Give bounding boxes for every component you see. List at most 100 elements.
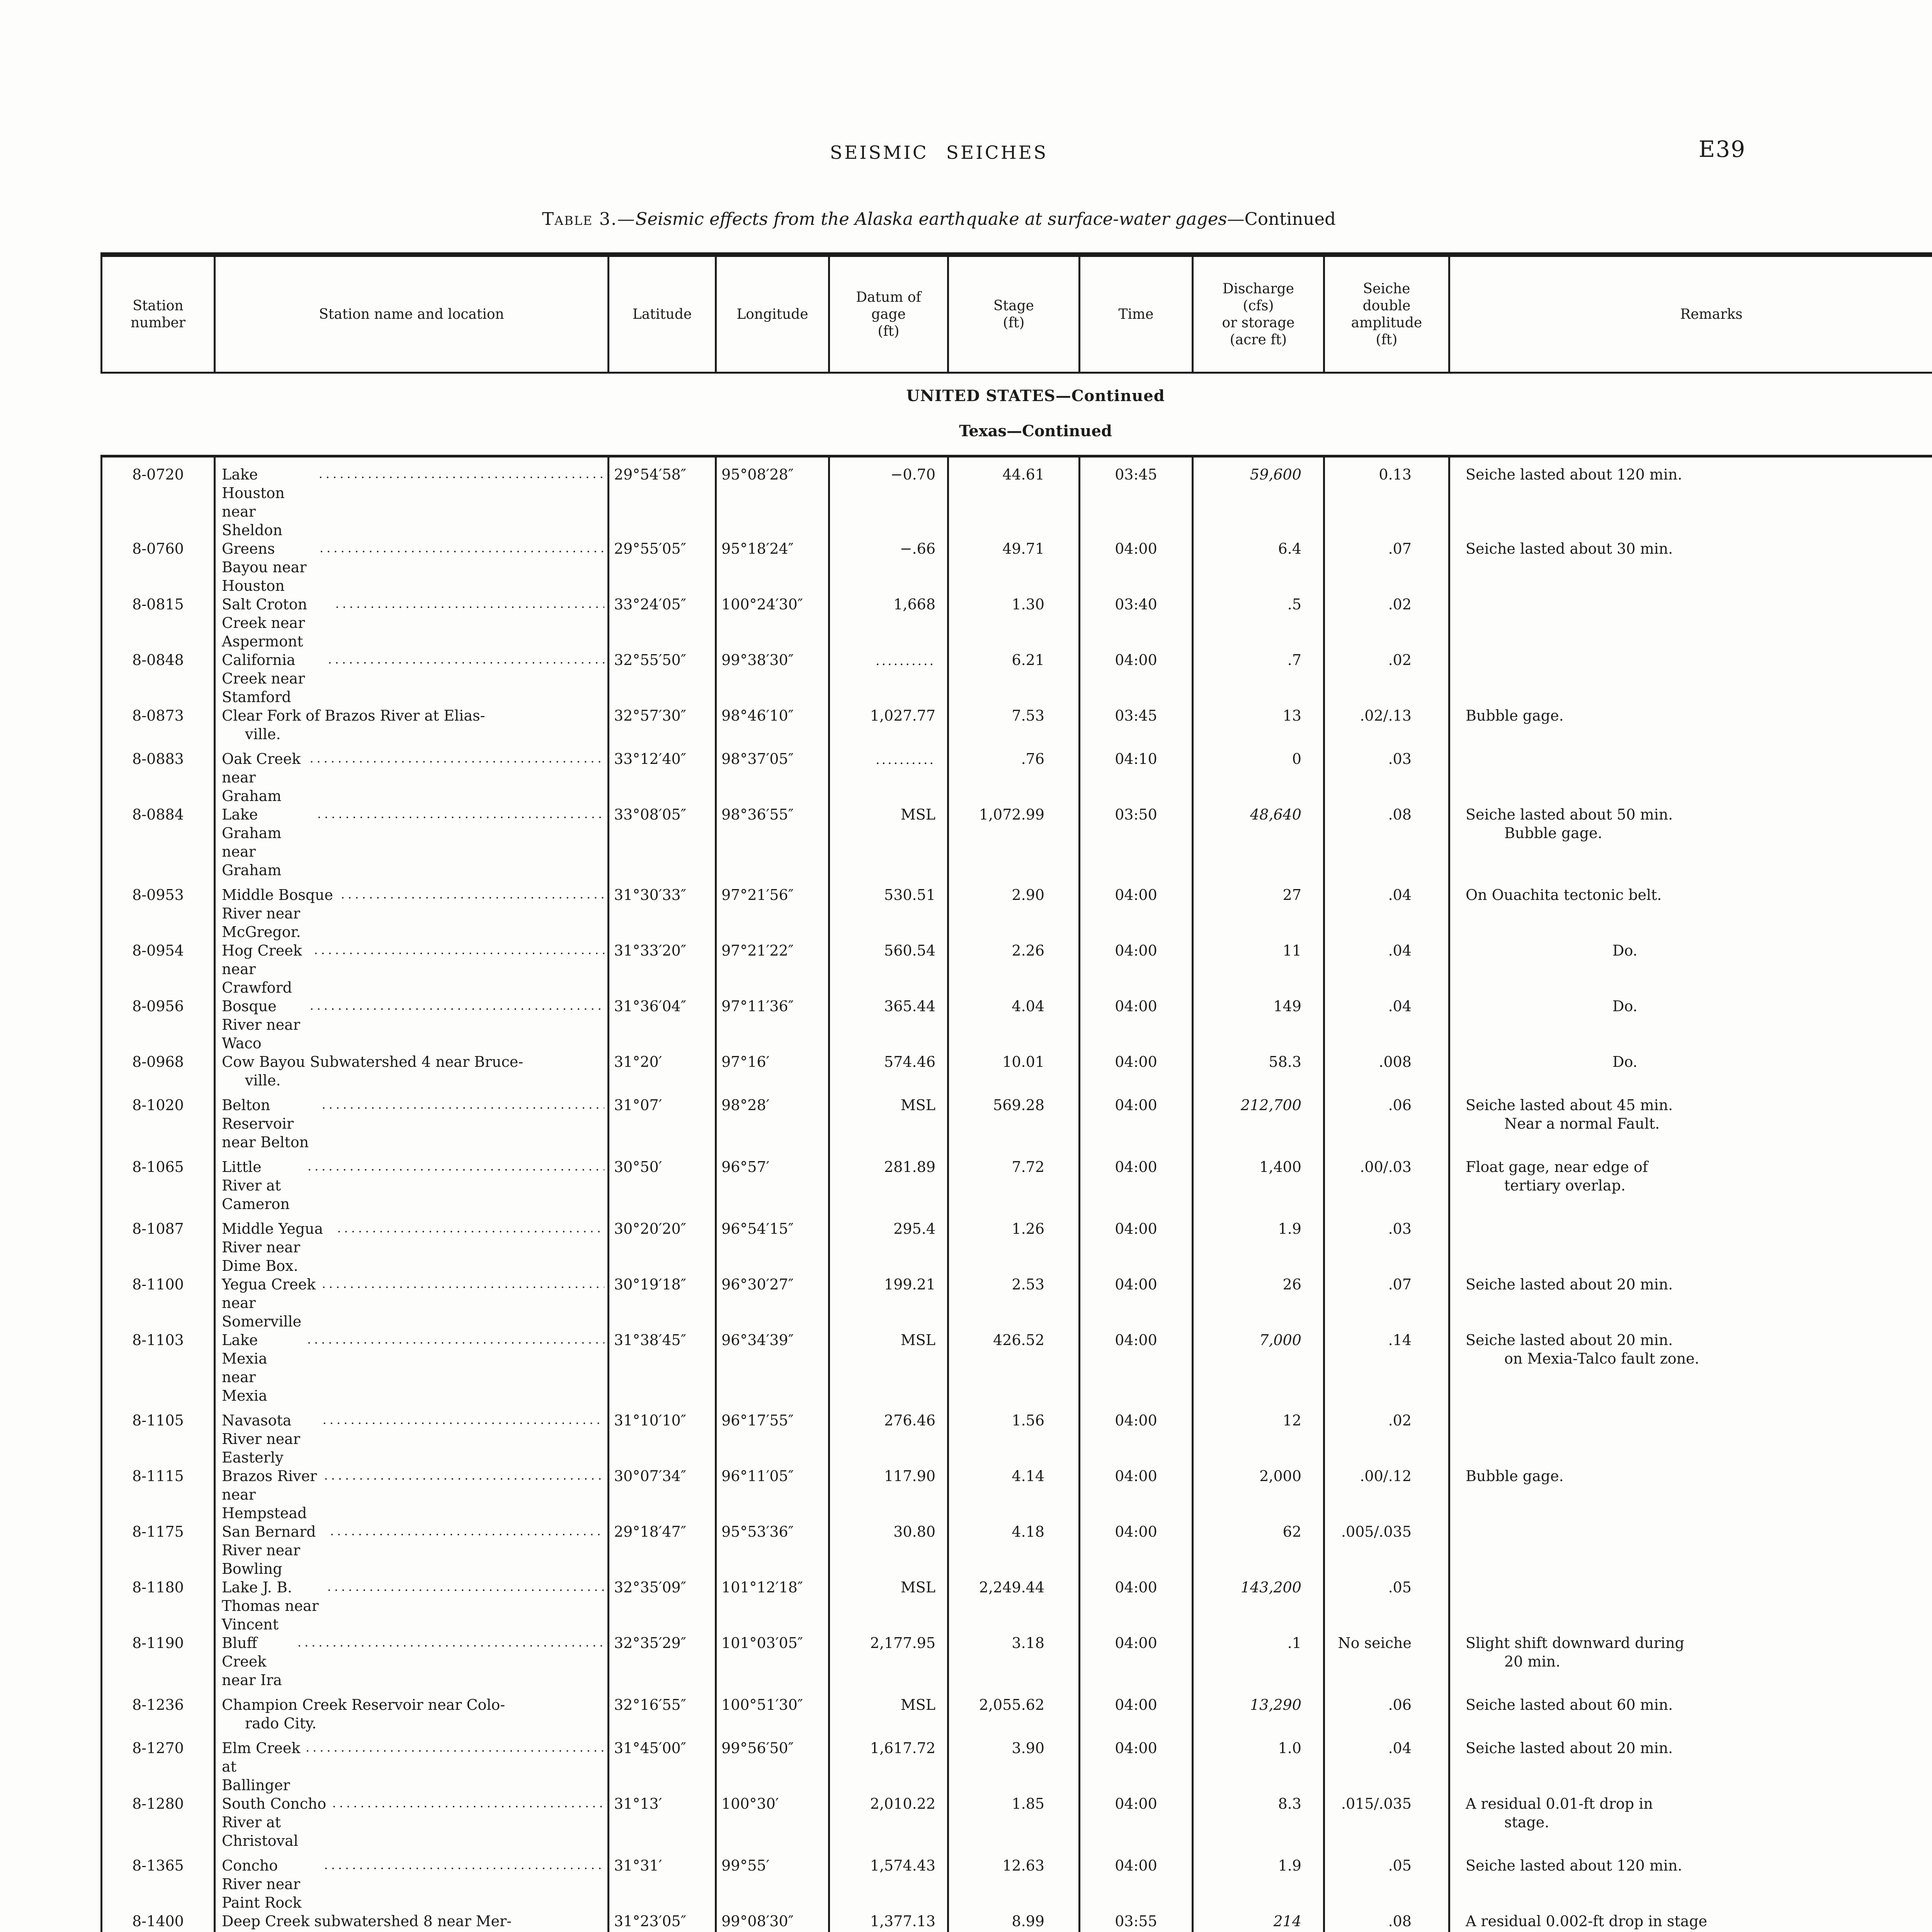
table-title-prefix: Table 3.— — [542, 209, 636, 229]
cell-station-name: Concho River near Paint Rock — [216, 1850, 609, 1912]
station-name-line: South Concho River at Christoval — [222, 1794, 604, 1850]
cell-latitude: 32°57′30″ — [609, 706, 717, 743]
cell-stage: 4.18 — [949, 1522, 1080, 1578]
cell-amplitude: .02 — [1325, 1405, 1450, 1467]
column-header-stage: Stage (ft) — [949, 257, 1080, 372]
cell-longitude: 96°34′39″ — [717, 1331, 830, 1405]
cell-time: 04:00 — [1080, 651, 1194, 706]
dot-leader — [335, 594, 604, 613]
cell-datum: 199.21 — [830, 1275, 949, 1331]
cell-remarks: Seiche lasted about 50 min. Bubble gage. — [1466, 806, 1673, 842]
cell-stage: 1.56 — [949, 1405, 1080, 1467]
column-header-remarks: Remarks — [1680, 306, 1743, 322]
cell-remarks: Seiche lasted about 45 min. Near a norma… — [1466, 1097, 1673, 1132]
cell-datum: 1,027.77 — [830, 706, 949, 743]
cell-stage: 569.28 — [949, 1090, 1080, 1151]
cell-time: 04:10 — [1080, 743, 1194, 805]
dot-leader — [317, 804, 604, 823]
cell-remarks: Seiche lasted about 120 min. — [1466, 466, 1682, 483]
cell-time: 04:00 — [1080, 1090, 1194, 1151]
cell-remarks — [1450, 1405, 1932, 1467]
cell-discharge: 2,000 — [1194, 1467, 1325, 1522]
cell-discharge: .1 — [1194, 1634, 1325, 1689]
cell-latitude: 30°19′18″ — [609, 1275, 717, 1331]
station-name-line: Lake Houston near Sheldon — [222, 465, 604, 539]
cell-station-number: 8-1180 — [102, 1578, 216, 1634]
column-header-latitude: Latitude — [609, 257, 717, 372]
cell-time: 04:00 — [1080, 1275, 1194, 1331]
cell-station-name: Champion Creek Reservoir near Colo-rado … — [216, 1689, 609, 1733]
cell-amplitude: .015/.035 — [1325, 1794, 1450, 1850]
column-header-discharge: Discharge (cfs) or storage (acre ft) — [1194, 257, 1325, 372]
cell-latitude: 29°55′05″ — [609, 539, 717, 595]
station-name-line: Bosque River near Waco — [222, 997, 604, 1053]
cell-amplitude: .04 — [1325, 879, 1450, 941]
cell-station-name: Yegua Creek near Somerville — [216, 1275, 609, 1331]
column-header-station-name: Station name and location — [216, 257, 609, 372]
cell-time: 03:55 — [1080, 1912, 1194, 1932]
section-heading: UNITED STATES—Continued — [906, 387, 1165, 405]
dot-leader — [319, 464, 604, 483]
cell-latitude: 31°45′00″ — [609, 1733, 717, 1794]
cell-datum: 2,010.22 — [830, 1794, 949, 1850]
cell-datum: 1,668 — [830, 595, 949, 651]
cell-station-name: Bluff Creek near Ira — [216, 1634, 609, 1689]
cell-time: 04:00 — [1080, 1405, 1194, 1467]
cell-station-number: 8-1115 — [102, 1467, 216, 1522]
cell-longitude: 97°21′22″ — [717, 941, 830, 997]
cell-station-number: 8-1100 — [102, 1275, 216, 1331]
cell-station-name: Elm Creek at Ballinger — [216, 1733, 609, 1794]
cell-station-number: 8-0873 — [102, 706, 216, 743]
cell-station-name: San Bernard River near Bowling — [216, 1522, 609, 1578]
dot-leader — [323, 1410, 604, 1429]
cell-discharge: 13,290 — [1194, 1689, 1325, 1733]
dot-leader — [320, 538, 604, 557]
cell-amplitude: No seiche — [1325, 1634, 1450, 1689]
cell-time: 04:00 — [1080, 1331, 1194, 1405]
cell-amplitude: .03 — [1325, 743, 1450, 805]
cell-longitude: 98°37′05″ — [717, 743, 830, 805]
cell-stage: 7.53 — [949, 706, 1080, 743]
cell-amplitude: .06 — [1325, 1689, 1450, 1733]
dot-leader — [332, 1793, 604, 1812]
cell-discharge: .7 — [1194, 651, 1325, 706]
cell-discharge: 62 — [1194, 1522, 1325, 1578]
cell-amplitude: .05 — [1325, 1850, 1450, 1912]
cell-remarks: A residual 0.01-ft drop in stage. — [1466, 1795, 1653, 1831]
running-head: SEISMIC SEICHES — [830, 142, 1048, 163]
cell-latitude: 31°13′ — [609, 1794, 717, 1850]
cell-station-name: Lake J. B. Thomas near Vincent — [216, 1578, 609, 1634]
cell-latitude: 32°35′29″ — [609, 1634, 717, 1689]
cell-station-number: 8-1400 — [102, 1912, 216, 1932]
cell-discharge: 12 — [1194, 1405, 1325, 1467]
section-heading-united-states: UNITED STATES—Continued Texas—Continued — [100, 374, 1932, 455]
data-table: Station number Station name and location… — [100, 252, 1932, 1932]
cell-datum: 574.46 — [830, 1053, 949, 1090]
table-row: 8-1400 Deep Creek subwatershed 8 near Mer… — [102, 1912, 1932, 1932]
cell-longitude: 96°57′ — [717, 1151, 830, 1213]
cell-station-number: 8-0884 — [102, 805, 216, 879]
cell-datum: 30.80 — [830, 1522, 949, 1578]
cell-stage: 1.26 — [949, 1213, 1080, 1275]
station-name-line: Belton Reservoir near Belton — [222, 1096, 604, 1151]
cell-station-number: 8-0720 — [102, 457, 216, 539]
cell-remarks — [1450, 1578, 1932, 1634]
cell-datum: MSL — [830, 1689, 949, 1733]
cell-station-number: 8-0760 — [102, 539, 216, 595]
cell-remarks: Seiche lasted about 20 min. on Mexia-Tal… — [1466, 1332, 1699, 1367]
cell-longitude: 98°28′ — [717, 1090, 830, 1151]
cell-datum: 281.89 — [830, 1151, 949, 1213]
cell-station-number: 8-1103 — [102, 1331, 216, 1405]
cell-amplitude: .008 — [1325, 1053, 1450, 1090]
table-title: Table 3.—Seismic effects from the Alaska… — [100, 209, 1777, 229]
cell-stage: 1.85 — [949, 1794, 1080, 1850]
cell-stage: 10.01 — [949, 1053, 1080, 1090]
cell-discharge: 8.3 — [1194, 1794, 1325, 1850]
station-name-line: Deep Creek subwatershed 8 near Mer- — [222, 1913, 512, 1930]
